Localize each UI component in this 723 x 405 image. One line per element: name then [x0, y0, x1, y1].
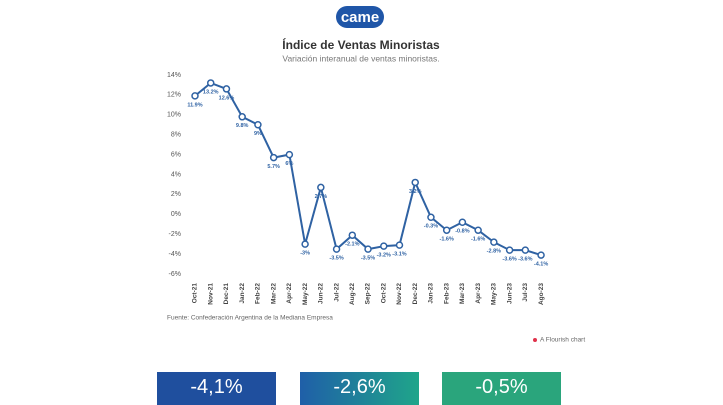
data-label: 3.2%	[409, 189, 422, 195]
x-tick-label: May-23	[491, 283, 498, 305]
x-tick-label: Oct-22	[380, 283, 387, 304]
point	[537, 251, 545, 259]
data-label: -0.3%	[424, 224, 438, 230]
kpi-card: -0,5%	[442, 372, 561, 405]
x-tick-label: Dec-22	[412, 283, 419, 305]
point	[206, 79, 215, 87]
x-tick-label: Jun-23	[506, 283, 513, 304]
data-label: -4.1%	[534, 262, 548, 268]
chart-title: Índice de Ventas Minoristas	[282, 37, 440, 52]
data-label: -3.6%	[518, 257, 532, 263]
x-tick-label: Sep-22	[365, 283, 372, 305]
point	[380, 242, 388, 250]
chart: came Índice de Ventas Minoristas Variaci…	[167, 6, 585, 344]
x-tick-label: Jun-22	[318, 283, 325, 304]
y-tick-label: -2%	[169, 231, 181, 238]
data-label: 13.2%	[203, 89, 219, 95]
x-tick-label: Dec-21	[223, 283, 230, 305]
x-tick-label: Nov-22	[396, 283, 403, 305]
point	[490, 238, 498, 246]
y-tick-label: 2%	[171, 191, 181, 198]
data-label: 5.7%	[267, 164, 280, 170]
point	[364, 245, 372, 253]
data-label: 9.8%	[236, 123, 249, 129]
x-tick-label: Ago-23	[538, 283, 545, 305]
point	[332, 245, 341, 253]
x-tick-label: May-22	[302, 283, 309, 305]
y-tick-label: 10%	[167, 112, 181, 119]
point	[269, 153, 278, 162]
point	[411, 178, 419, 187]
chart-subtitle: Variación interanual de ventas minorista…	[282, 53, 439, 63]
point	[458, 218, 467, 227]
data-label: -2.8%	[487, 249, 501, 255]
y-tick-label: 12%	[167, 92, 181, 99]
logo: came	[341, 9, 379, 26]
x-tick-label: Apr-23	[475, 283, 482, 304]
data-label: 11.9%	[187, 102, 202, 108]
point	[505, 246, 514, 254]
logo-badge	[336, 6, 384, 28]
x-tick-label: Jan-23	[428, 283, 435, 304]
point	[442, 226, 451, 234]
data-label: -3.6%	[502, 257, 516, 263]
credit-dot	[533, 338, 537, 342]
data-label: 12.6%	[219, 95, 235, 101]
x-tick-label: Jul-23	[522, 283, 529, 302]
point	[285, 150, 294, 159]
data-label: 9%	[254, 131, 262, 137]
credit: A Flourish chart	[540, 337, 585, 344]
point	[348, 231, 357, 239]
x-tick-label: Jan-22	[239, 283, 246, 304]
point	[191, 92, 199, 100]
y-tick-label: 4%	[171, 171, 181, 178]
y-tick-label: 0%	[171, 211, 181, 218]
x-tick-label: Aug-22	[349, 283, 356, 305]
y-tick-label: 8%	[171, 132, 181, 139]
data-label: -3%	[300, 251, 310, 257]
data-label: -1.6%	[439, 237, 453, 243]
y-tick-label: -6%	[169, 271, 181, 278]
point	[395, 241, 404, 249]
point	[222, 85, 231, 93]
data-label: -3.1%	[392, 252, 406, 258]
data-label: -3.5%	[329, 256, 343, 262]
x-tick-label: Nov-21	[207, 283, 214, 305]
x-tick-label: Mar-22	[270, 283, 277, 304]
y-tick-label: -4%	[169, 251, 181, 258]
data-label: -0.8%	[455, 229, 469, 235]
x-tick-label: Jul-22	[333, 283, 340, 302]
y-tick-label: 6%	[171, 151, 181, 158]
source: Fuente: Confederación Argentina de la Me…	[167, 315, 333, 322]
point	[238, 113, 246, 121]
point	[254, 121, 262, 129]
point	[427, 213, 435, 222]
data-label: -2.1%	[345, 242, 359, 248]
data-label: -3.5%	[361, 256, 375, 262]
data-label: -1.6%	[471, 237, 485, 243]
x-tick-label: Oct-21	[192, 283, 199, 304]
point	[301, 240, 309, 248]
kpi-card: -2,6%	[300, 372, 419, 405]
x-tick-label: Apr-22	[286, 283, 293, 304]
point	[474, 226, 482, 234]
point	[317, 183, 325, 192]
line	[194, 81, 542, 257]
data-label: -3.2%	[377, 253, 391, 259]
y-tick-label: 14%	[167, 72, 181, 79]
kpi-card: -4,1%	[157, 372, 276, 405]
data-label: 6%	[285, 161, 293, 167]
x-tick-label: Feb-22	[255, 283, 262, 304]
data-label: 2.7%	[315, 194, 328, 200]
x-tick-label: Feb-23	[443, 283, 450, 304]
x-tick-label: Mar-23	[459, 283, 466, 304]
point	[521, 246, 530, 254]
